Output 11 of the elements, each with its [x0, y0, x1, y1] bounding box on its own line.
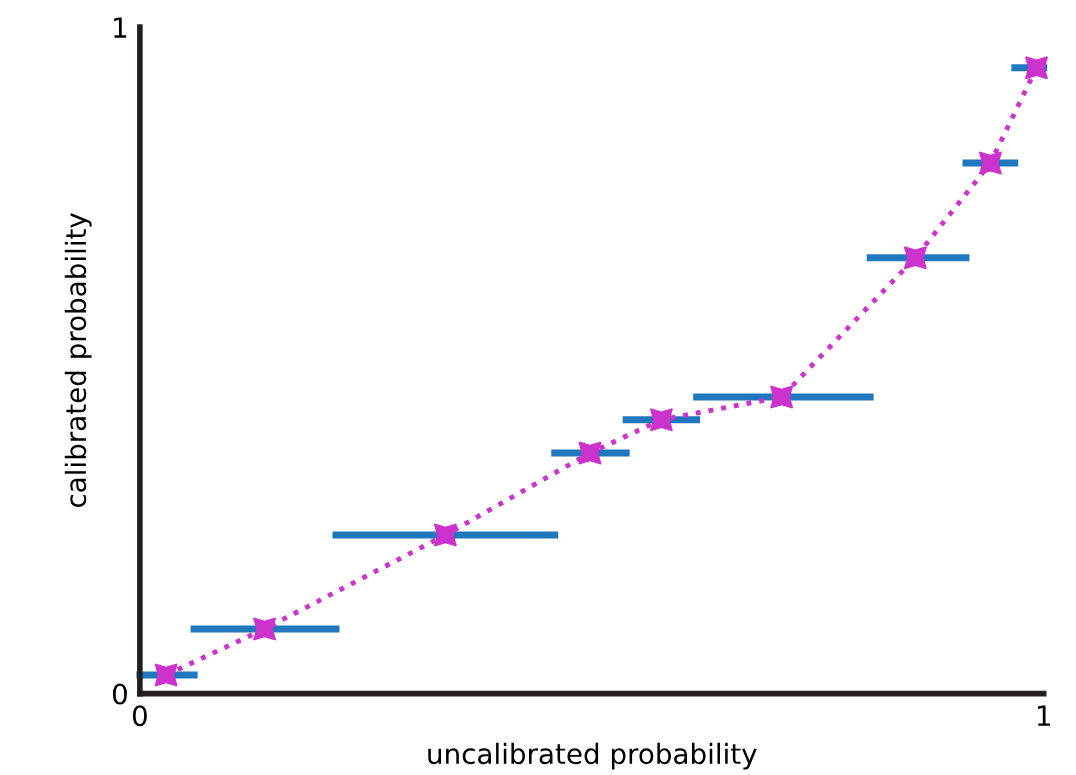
point	[433, 523, 457, 547]
y-axis-title: calibrated probability	[64, 212, 92, 508]
point	[1024, 56, 1048, 80]
point	[770, 385, 794, 409]
point	[649, 408, 673, 432]
point	[253, 617, 277, 641]
x-axis-title: uncalibrated probability	[428, 742, 757, 770]
point	[903, 246, 927, 270]
point	[578, 441, 602, 465]
point	[154, 663, 178, 687]
point	[978, 151, 1002, 175]
